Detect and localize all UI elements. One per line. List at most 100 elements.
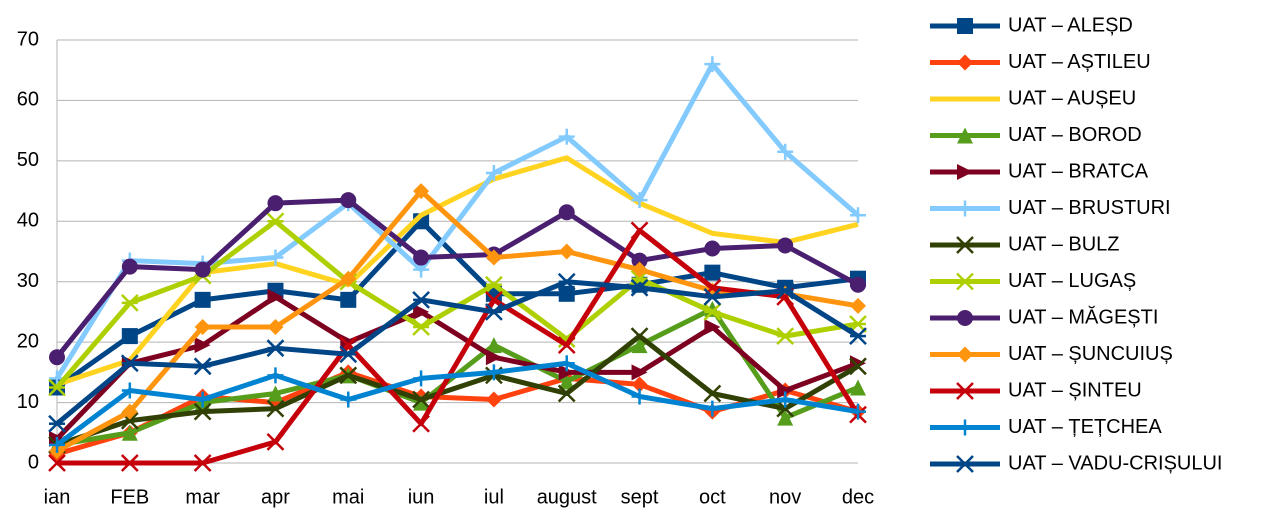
point (267, 288, 284, 305)
point (776, 399, 795, 418)
point-part (339, 366, 358, 385)
point (266, 212, 285, 231)
x-tick-label: sept (621, 486, 659, 508)
point (120, 354, 139, 373)
point (631, 388, 648, 405)
point (121, 424, 138, 441)
point-part (267, 288, 284, 305)
point (631, 261, 648, 278)
point-part (340, 334, 357, 351)
x-tick-label: iul (484, 486, 504, 508)
point (413, 249, 430, 266)
point (339, 345, 358, 364)
point (777, 391, 794, 408)
point-part (412, 318, 430, 336)
point-part (630, 221, 649, 240)
point-part (703, 303, 722, 321)
point (630, 221, 649, 240)
point (48, 414, 66, 433)
series-line (56, 155, 859, 387)
point (703, 303, 722, 321)
point (412, 414, 430, 433)
point (850, 379, 866, 396)
point-part (557, 336, 576, 355)
point (850, 297, 866, 314)
point-part (777, 237, 794, 254)
point (340, 334, 357, 351)
point (558, 128, 575, 145)
legend-marker-part (957, 346, 973, 363)
series-line (56, 333, 860, 448)
point-part (194, 261, 211, 278)
series-line (55, 294, 859, 441)
point-part (267, 385, 284, 402)
point (485, 164, 502, 181)
point (121, 382, 138, 399)
point-part (485, 303, 503, 321)
point-part (704, 240, 721, 257)
point (412, 290, 430, 309)
point-part (631, 364, 648, 381)
point-part (194, 319, 211, 336)
point-part (630, 278, 649, 297)
legend-marker (957, 310, 973, 326)
point (412, 318, 430, 336)
point-part (849, 327, 867, 345)
legend-label: UAT – VADU-CRIȘULUI (1008, 452, 1222, 474)
point (776, 281, 795, 300)
point-part (776, 399, 795, 418)
point (266, 399, 285, 418)
point (266, 432, 285, 451)
legend-marker (957, 200, 973, 217)
point (267, 249, 284, 266)
point-part (120, 454, 139, 472)
point-part (120, 411, 139, 430)
point (193, 402, 212, 421)
point-part (850, 276, 866, 293)
point (194, 391, 211, 408)
point (340, 270, 357, 287)
point (558, 355, 575, 372)
y-tick-label: 30 (17, 270, 39, 292)
y-tick-label: 70 (17, 28, 39, 50)
point-part (194, 291, 211, 308)
point (704, 400, 721, 417)
series-line (57, 227, 861, 466)
point-part (703, 384, 722, 403)
point-part (267, 319, 284, 336)
point (485, 303, 503, 321)
legend-marker (957, 164, 973, 180)
point (266, 339, 285, 358)
point (631, 376, 648, 393)
legend-marker-part (957, 54, 973, 71)
point-part (557, 384, 576, 403)
point (631, 252, 648, 269)
point (121, 258, 138, 275)
point (48, 454, 66, 472)
point-part (485, 337, 502, 354)
series-line (55, 197, 860, 359)
point-part (776, 281, 795, 300)
point (48, 378, 66, 397)
point (703, 287, 722, 306)
point-part (194, 337, 211, 354)
point (777, 382, 794, 399)
point (777, 143, 794, 160)
point-part (631, 376, 648, 393)
x-tick-label: mar (185, 486, 220, 508)
point-part (557, 272, 576, 291)
point (704, 56, 721, 73)
point-part (193, 454, 212, 472)
point-part (48, 454, 66, 472)
point-part (777, 409, 794, 426)
legend-label: UAT – AUȘEU (1008, 87, 1136, 109)
legend-marker (956, 272, 974, 291)
point-part (849, 357, 867, 376)
point (412, 390, 430, 409)
point (704, 240, 721, 257)
point (703, 384, 722, 403)
y-tick-label: 50 (17, 149, 39, 171)
point-part (485, 349, 502, 366)
point (340, 291, 357, 308)
point (557, 384, 576, 403)
